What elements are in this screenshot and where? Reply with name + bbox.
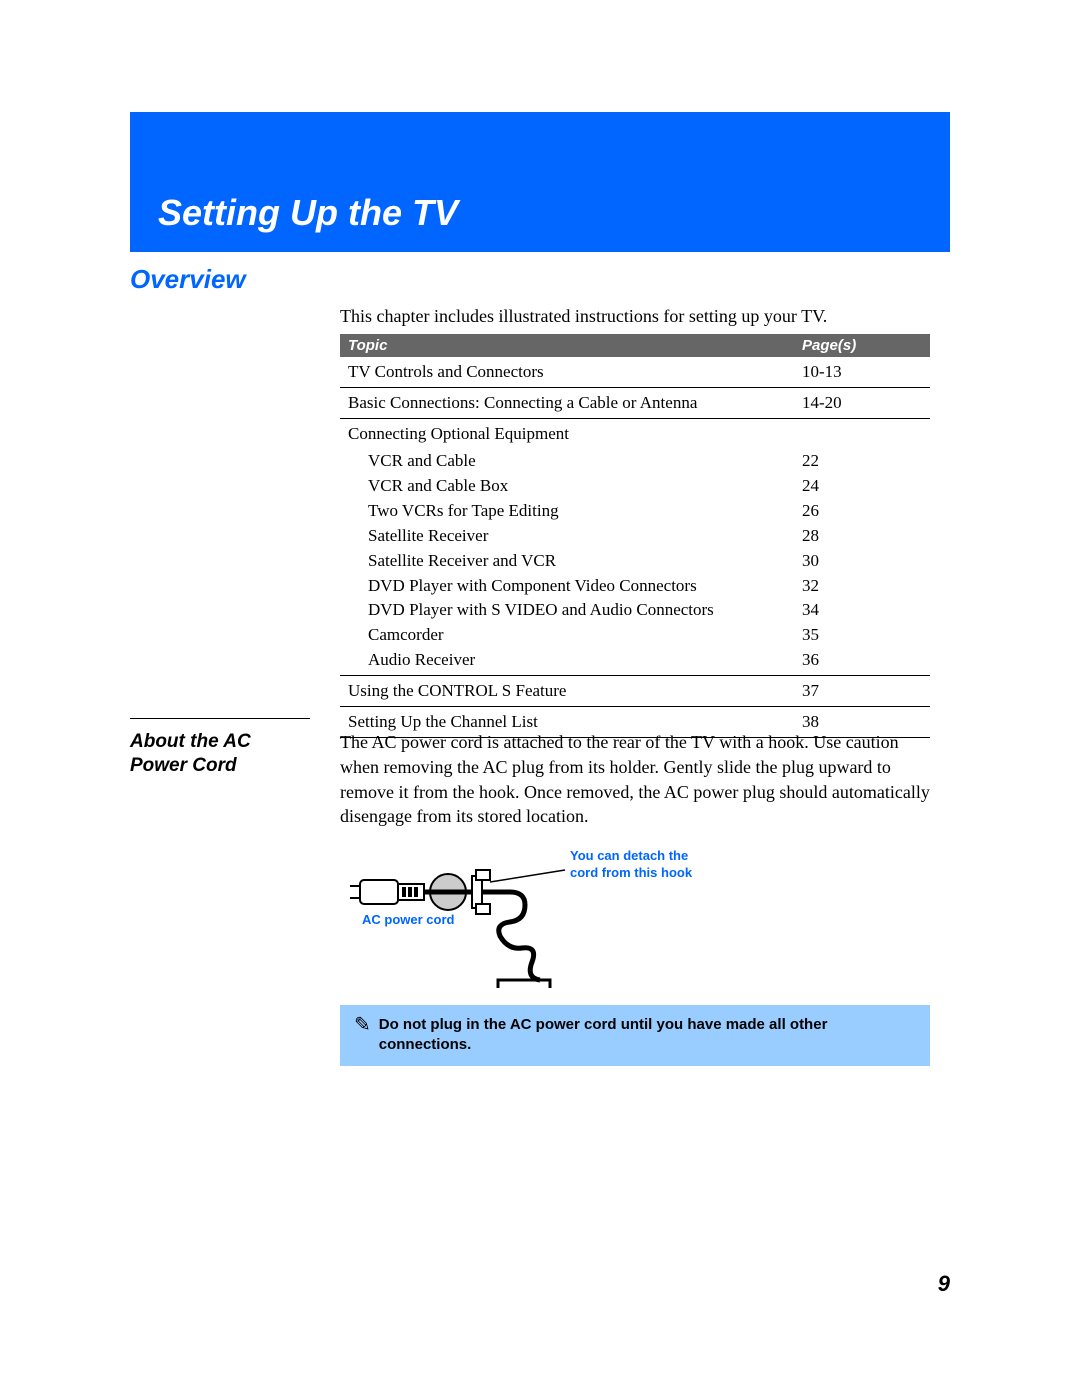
diagram-label-cord: AC power cord [362, 912, 454, 927]
toc-table: Topic Page(s) TV Controls and Connectors… [340, 334, 930, 738]
body-text: The AC power cord is attached to the rea… [340, 730, 930, 829]
toc-topic: Basic Connections: Connecting a Cable or… [348, 392, 802, 415]
table-subrow: DVD Player with S VIDEO and Audio Connec… [340, 598, 930, 623]
section-heading: Overview [130, 264, 246, 295]
toc-pages: 14-20 [802, 392, 922, 415]
table-subrow: VCR and Cable Box 24 [340, 474, 930, 499]
toc-subpages: 34 [802, 599, 922, 622]
toc-topic: TV Controls and Connectors [348, 361, 802, 384]
toc-subtopic: Two VCRs for Tape Editing [368, 500, 802, 523]
table-row: Connecting Optional Equipment [340, 419, 930, 449]
toc-header-pages: Page(s) [802, 337, 922, 354]
toc-subtopic: DVD Player with Component Video Connecto… [368, 575, 802, 598]
toc-subtopic: Camcorder [368, 624, 802, 647]
page-number: 9 [938, 1271, 950, 1297]
ac-cord-diagram: AC power cord You can detach the cord fr… [340, 840, 740, 1000]
toc-subpages: 24 [802, 475, 922, 498]
table-subrow: Camcorder 35 [340, 623, 930, 648]
toc-topic: Using the CONTROL S Feature [348, 680, 802, 703]
toc-subpages: 36 [802, 649, 922, 672]
table-subrow: DVD Player with Component Video Connecto… [340, 574, 930, 599]
diagram-label-detach: You can detach the cord from this hook [570, 848, 700, 882]
note-box: ✎ Do not plug in the AC power cord until… [340, 1005, 930, 1066]
toc-subtopic: VCR and Cable Box [368, 475, 802, 498]
toc-subtopic: Audio Receiver [368, 649, 802, 672]
table-row: TV Controls and Connectors 10-13 [340, 357, 930, 388]
toc-pages: 10-13 [802, 361, 922, 384]
toc-pages [802, 423, 922, 446]
toc-subpages: 35 [802, 624, 922, 647]
table-subrow: Satellite Receiver and VCR 30 [340, 549, 930, 574]
toc-header-topic: Topic [348, 337, 802, 354]
intro-text: This chapter includes illustrated instru… [340, 304, 930, 328]
toc-header-row: Topic Page(s) [340, 334, 930, 357]
chapter-banner: Setting Up the TV [130, 112, 950, 252]
pencil-icon: ✎ [354, 1015, 371, 1035]
table-subrow: VCR and Cable 22 [340, 449, 930, 474]
toc-subpages: 28 [802, 525, 922, 548]
toc-pages: 37 [802, 680, 922, 703]
toc-subtopic: VCR and Cable [368, 450, 802, 473]
note-text: Do not plug in the AC power cord until y… [379, 1015, 916, 1056]
sidebar-rule [130, 718, 310, 719]
table-subrow: Two VCRs for Tape Editing 26 [340, 499, 930, 524]
toc-subtopic: Satellite Receiver [368, 525, 802, 548]
table-row: Using the CONTROL S Feature 37 [340, 676, 930, 707]
toc-subpages: 22 [802, 450, 922, 473]
toc-subtopic: Satellite Receiver and VCR [368, 550, 802, 573]
toc-topic: Connecting Optional Equipment [348, 423, 802, 446]
chapter-title: Setting Up the TV [158, 192, 458, 234]
toc-subpages: 30 [802, 550, 922, 573]
table-subrow: Satellite Receiver 28 [340, 524, 930, 549]
toc-subtopic: DVD Player with S VIDEO and Audio Connec… [368, 599, 802, 622]
sidebar-heading: About the AC Power Cord [130, 730, 310, 778]
table-row: Basic Connections: Connecting a Cable or… [340, 388, 930, 419]
toc-subpages: 26 [802, 500, 922, 523]
table-subrow: Audio Receiver 36 [340, 648, 930, 676]
toc-subpages: 32 [802, 575, 922, 598]
